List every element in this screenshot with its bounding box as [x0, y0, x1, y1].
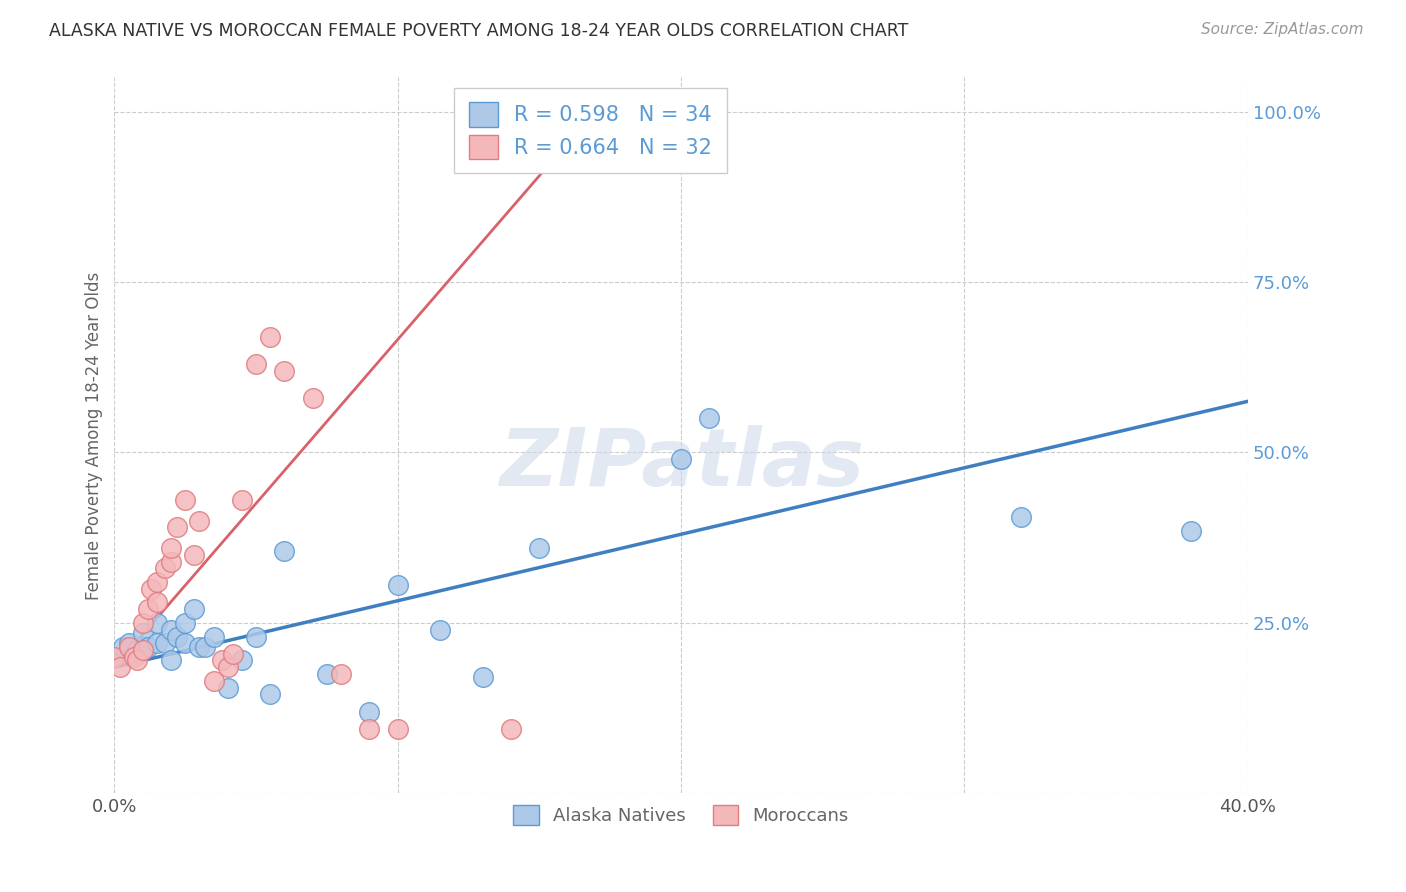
- Point: [132, 615, 155, 630]
- Point: [155, 636, 177, 650]
- Point: [1180, 524, 1202, 538]
- Point: [273, 544, 295, 558]
- Text: ALASKA NATIVE VS MOROCCAN FEMALE POVERTY AMONG 18-24 YEAR OLDS CORRELATION CHART: ALASKA NATIVE VS MOROCCAN FEMALE POVERTY…: [49, 22, 908, 40]
- Point: [387, 722, 409, 736]
- Point: [557, 97, 579, 112]
- Point: [122, 650, 145, 665]
- Point: [259, 688, 281, 702]
- Point: [166, 630, 188, 644]
- Point: [155, 561, 177, 575]
- Y-axis label: Female Poverty Among 18-24 Year Olds: Female Poverty Among 18-24 Year Olds: [86, 271, 103, 599]
- Point: [211, 653, 233, 667]
- Point: [202, 630, 225, 644]
- Point: [359, 705, 381, 719]
- Point: [217, 681, 239, 695]
- Point: [103, 650, 125, 665]
- Point: [245, 630, 267, 644]
- Point: [103, 650, 125, 665]
- Point: [132, 643, 155, 657]
- Point: [108, 660, 131, 674]
- Point: [132, 626, 155, 640]
- Text: ZIPatlas: ZIPatlas: [499, 425, 863, 503]
- Point: [146, 636, 169, 650]
- Point: [273, 363, 295, 377]
- Point: [202, 673, 225, 688]
- Point: [699, 411, 721, 425]
- Point: [429, 623, 451, 637]
- Point: [188, 514, 211, 528]
- Point: [117, 636, 139, 650]
- Point: [359, 722, 381, 736]
- Point: [183, 602, 205, 616]
- Point: [132, 640, 155, 654]
- Legend: Alaska Natives, Moroccans: Alaska Natives, Moroccans: [505, 796, 858, 834]
- Point: [166, 520, 188, 534]
- Point: [330, 667, 353, 681]
- Point: [501, 722, 523, 736]
- Point: [183, 548, 205, 562]
- Point: [669, 452, 692, 467]
- Point: [141, 582, 163, 596]
- Point: [160, 653, 183, 667]
- Point: [231, 493, 253, 508]
- Point: [245, 357, 267, 371]
- Point: [111, 640, 134, 654]
- Point: [194, 640, 217, 654]
- Point: [125, 643, 148, 657]
- Point: [231, 653, 253, 667]
- Point: [188, 640, 211, 654]
- Point: [146, 574, 169, 589]
- Point: [259, 329, 281, 343]
- Point: [529, 541, 551, 555]
- Point: [217, 660, 239, 674]
- Point: [387, 578, 409, 592]
- Point: [316, 667, 339, 681]
- Point: [138, 602, 160, 616]
- Point: [146, 595, 169, 609]
- Point: [146, 615, 169, 630]
- Point: [117, 640, 139, 654]
- Point: [1010, 510, 1032, 524]
- Point: [160, 623, 183, 637]
- Point: [471, 670, 494, 684]
- Point: [222, 647, 245, 661]
- Point: [125, 653, 148, 667]
- Point: [174, 493, 197, 508]
- Point: [160, 541, 183, 555]
- Point: [138, 640, 160, 654]
- Point: [174, 615, 197, 630]
- Point: [301, 391, 323, 405]
- Text: Source: ZipAtlas.com: Source: ZipAtlas.com: [1201, 22, 1364, 37]
- Point: [160, 555, 183, 569]
- Point: [174, 636, 197, 650]
